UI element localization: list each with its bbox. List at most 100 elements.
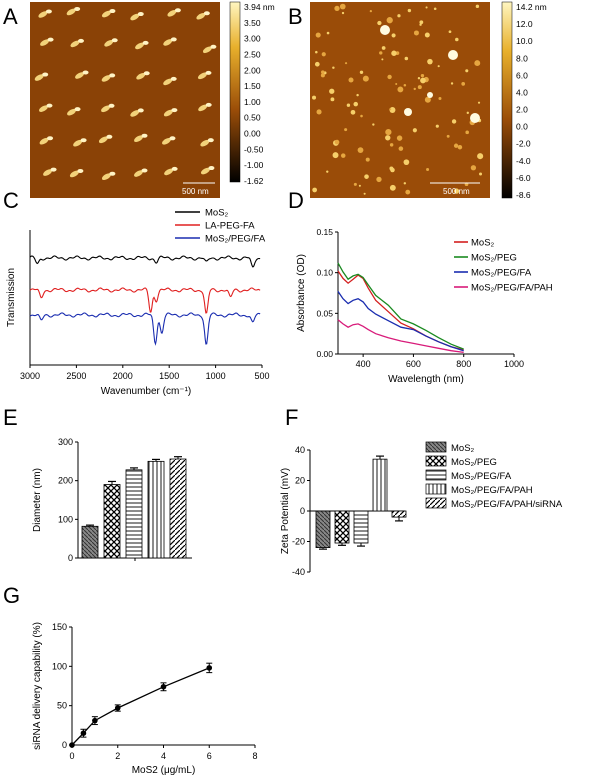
afm-particle — [425, 6, 428, 9]
afm-particle — [344, 128, 348, 132]
afm-particle — [369, 10, 372, 13]
afm-particle — [465, 130, 469, 135]
afm-particle — [413, 30, 419, 36]
afm-particle — [196, 12, 206, 20]
bar — [315, 510, 331, 548]
afm-particle — [108, 103, 115, 108]
x-axis-label: Wavenumber (cm⁻¹) — [101, 386, 191, 397]
afm-particle — [360, 114, 363, 118]
afm-particle — [365, 157, 370, 162]
afm-large-particle — [380, 25, 390, 35]
colorbar-tick-label: 3.00 — [244, 34, 261, 44]
chart-c: 3000 2500 2000 1500 1000 500 Wavenumber (cm⁻¹)… — [6, 208, 270, 398]
afm-particle — [348, 77, 354, 83]
afm-particle — [344, 62, 348, 65]
afm-particle — [109, 171, 116, 176]
legend-label: MoS₂/PEG/FA — [451, 471, 512, 482]
afm-particle — [477, 101, 481, 104]
afm-particle — [372, 123, 375, 126]
afm-particle — [130, 110, 140, 117]
colorbar-tick-label: -8.6 — [516, 190, 531, 200]
afm-particle — [446, 134, 450, 138]
afm-particle — [457, 144, 463, 150]
legend-label: MoS₂/PEG/FA/PAH — [471, 283, 553, 294]
afm-particle — [407, 8, 412, 13]
afm-particle — [398, 146, 404, 151]
chart-d: 400 600 800 1000 0.00 0.05 0.10 0.15 Wavelength … — [296, 227, 553, 385]
afm-particle — [362, 75, 369, 82]
colorbar-tick-label: -2.0 — [516, 139, 531, 149]
afm-particle — [419, 23, 422, 26]
panel-label-a: A — [3, 4, 18, 29]
y-tick-label: 0 — [300, 506, 305, 516]
x-tick-label: 1500 — [159, 371, 179, 381]
series-line — [337, 262, 464, 350]
legend-swatch — [425, 483, 447, 495]
afm-particle — [475, 4, 480, 9]
x-tick-label: 0 — [69, 751, 74, 761]
afm-particle — [38, 11, 48, 18]
y-axis-label: siRNA delivery capability (%) — [32, 622, 43, 750]
colorbar-ticks-b: 14.2 nm 12.0 10.0 8.0 6.0 4.0 2.0 0.0 -2.0 -4.0 -6… — [516, 2, 547, 200]
afm-particle — [104, 39, 114, 47]
colorbar-a — [229, 1, 241, 183]
afm-particle — [142, 40, 149, 45]
afm-particle — [203, 11, 210, 16]
afm-particle — [397, 14, 401, 18]
x-tick-label: 1000 — [504, 359, 524, 369]
afm-particle — [320, 73, 325, 78]
afm-particle — [326, 170, 329, 173]
afm-particle — [330, 97, 335, 102]
data-point — [160, 683, 167, 690]
afm-particle — [74, 6, 81, 11]
y-tick-label: 20 — [295, 476, 305, 486]
colorbar-tick-label: 1.00 — [244, 97, 261, 107]
afm-particle — [346, 103, 351, 107]
scalebar-label-b: 500 nm — [443, 187, 470, 196]
x-tick-label: 800 — [456, 359, 471, 369]
afm-particle — [143, 71, 150, 76]
legend-label: MoS₂ — [205, 208, 229, 219]
afm-particle — [389, 143, 394, 147]
afm-particle — [359, 70, 364, 75]
afm-particle — [364, 174, 369, 179]
y-tick-label: 0 — [62, 740, 67, 750]
colorbar-b — [501, 1, 513, 199]
afm-particles-b — [312, 3, 484, 195]
afm-particle — [111, 38, 118, 43]
afm-particle — [202, 46, 212, 54]
afm-particle — [321, 52, 326, 57]
afm-particle — [67, 108, 77, 116]
scalebar-label-a: 500 nm — [182, 187, 209, 196]
afm-particle — [70, 40, 80, 48]
afm-particle — [433, 7, 437, 11]
afm-particle — [363, 192, 366, 195]
afm-particle — [427, 58, 433, 65]
afm-particle — [424, 96, 431, 103]
afm-particle — [413, 87, 416, 91]
afm-particle — [340, 153, 346, 158]
afm-particle — [316, 109, 322, 115]
afm-particle — [43, 169, 53, 176]
afm-particle — [106, 134, 113, 139]
afm-particle — [312, 95, 317, 100]
afm-particle — [210, 44, 217, 49]
afm-particle — [381, 58, 384, 61]
afm-particle — [312, 187, 318, 193]
colorbar-tick-label: 4.0 — [516, 87, 528, 97]
afm-particle — [397, 86, 404, 93]
x-tick-label: 3000 — [20, 371, 40, 381]
afm-particle — [420, 74, 425, 78]
afm-particle — [101, 10, 111, 18]
afm-particle — [417, 85, 422, 90]
afm-particle — [174, 8, 181, 13]
afm-image-a: 500 nm 3.94 nm 3.50 3.00 2.50 2.00 1.50 1.00 0.… — [30, 1, 275, 198]
afm-particle — [130, 13, 140, 21]
afm-particle — [465, 69, 469, 73]
afm-particle — [419, 20, 424, 25]
legend-label: MoS₂ — [451, 443, 475, 454]
y-axis-label: Diameter (nm) — [32, 468, 43, 532]
afm-particle — [405, 189, 411, 195]
afm-particle — [326, 31, 330, 35]
afm-particle — [426, 167, 430, 171]
